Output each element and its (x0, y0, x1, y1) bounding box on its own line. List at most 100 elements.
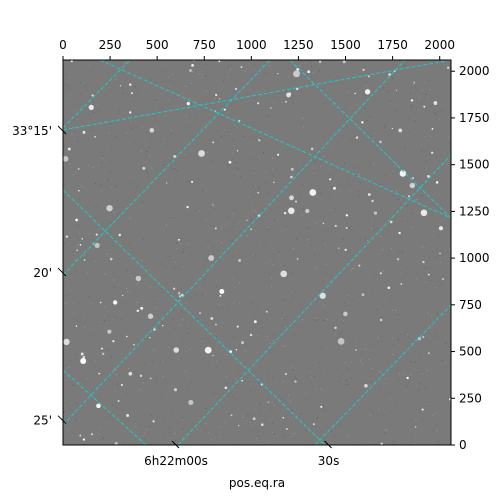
noise-pixel (392, 170, 394, 172)
noise-pixel (294, 376, 296, 378)
star (362, 68, 365, 71)
noise-pixel (310, 356, 312, 358)
noise-pixel (164, 115, 166, 117)
noise-pixel (237, 156, 239, 158)
noise-pixel (400, 132, 402, 134)
noise-pixel (272, 169, 274, 171)
noise-pixel (167, 99, 169, 101)
noise-pixel (136, 109, 138, 111)
grid-line-ra (289, 60, 451, 219)
noise-pixel (285, 225, 287, 227)
noise-pixel (96, 438, 98, 440)
noise-pixel (253, 186, 255, 188)
noise-pixel (271, 285, 273, 287)
noise-pixel (259, 403, 261, 405)
noise-pixel (125, 132, 127, 134)
noise-pixel (301, 327, 303, 329)
noise-pixel (232, 213, 234, 215)
star (447, 66, 450, 69)
noise-pixel (299, 194, 301, 196)
noise-pixel (385, 378, 387, 380)
star (260, 423, 264, 427)
noise-pixel (139, 388, 141, 390)
noise-pixel (325, 263, 327, 265)
noise-pixel (318, 70, 320, 72)
noise-pixel (134, 141, 136, 143)
noise-pixel (106, 253, 108, 255)
star (130, 92, 134, 95)
noise-pixel (128, 367, 130, 369)
noise-pixel (244, 70, 246, 72)
noise-pixel (118, 109, 120, 111)
star (284, 372, 288, 376)
noise-pixel (178, 411, 180, 413)
noise-pixel (440, 274, 442, 276)
star (139, 374, 143, 377)
star (257, 191, 260, 194)
noise-pixel (184, 252, 186, 254)
noise-pixel (80, 416, 82, 418)
noise-pixel (382, 172, 384, 174)
noise-pixel (393, 440, 395, 442)
noise-pixel (108, 132, 110, 134)
noise-pixel (432, 238, 434, 240)
noise-pixel (187, 180, 189, 182)
noise-pixel (75, 394, 77, 396)
noise-pixel (185, 86, 187, 88)
ra-tick (324, 440, 332, 449)
star (307, 70, 311, 74)
noise-pixel (355, 369, 357, 371)
noise-pixel (125, 236, 127, 238)
noise-pixel (283, 265, 285, 267)
noise-pixel (135, 186, 137, 188)
noise-pixel (411, 342, 413, 344)
noise-pixel (224, 95, 226, 97)
image-noise (63, 60, 451, 445)
noise-pixel (177, 337, 179, 339)
noise-pixel (248, 196, 250, 198)
noise-pixel (441, 135, 443, 137)
noise-pixel (113, 174, 115, 176)
noise-pixel (242, 416, 244, 418)
noise-pixel (176, 247, 178, 249)
noise-pixel (251, 221, 253, 223)
noise-pixel (427, 287, 429, 289)
noise-pixel (288, 240, 290, 242)
noise-pixel (151, 313, 153, 315)
noise-pixel (368, 365, 370, 367)
noise-pixel (369, 116, 371, 118)
noise-pixel (279, 287, 281, 289)
noise-pixel (163, 420, 165, 422)
star (95, 233, 98, 236)
noise-pixel (241, 205, 243, 207)
noise-pixel (301, 214, 303, 216)
noise-pixel (267, 402, 269, 404)
dec-tick (57, 415, 67, 425)
noise-pixel (168, 427, 170, 429)
noise-pixel (362, 376, 364, 378)
noise-pixel (144, 363, 146, 365)
noise-pixel (82, 318, 84, 320)
noise-pixel (67, 429, 69, 431)
noise-pixel (182, 428, 184, 430)
noise-pixel (91, 109, 93, 111)
noise-pixel (323, 360, 325, 362)
star (319, 292, 326, 299)
noise-pixel (433, 151, 435, 153)
noise-pixel (319, 413, 321, 415)
noise-pixel (218, 304, 220, 306)
noise-pixel (365, 125, 367, 127)
noise-pixel (176, 170, 178, 172)
noise-pixel (396, 163, 398, 165)
noise-pixel (339, 190, 341, 192)
noise-pixel (68, 366, 70, 368)
noise-pixel (298, 226, 300, 228)
noise-pixel (82, 82, 84, 84)
noise-pixel (428, 70, 430, 72)
noise-pixel (339, 69, 341, 71)
star (208, 255, 215, 261)
noise-pixel (228, 217, 230, 219)
noise-pixel (375, 132, 377, 134)
noise-pixel (302, 117, 304, 119)
noise-pixel (358, 299, 360, 301)
